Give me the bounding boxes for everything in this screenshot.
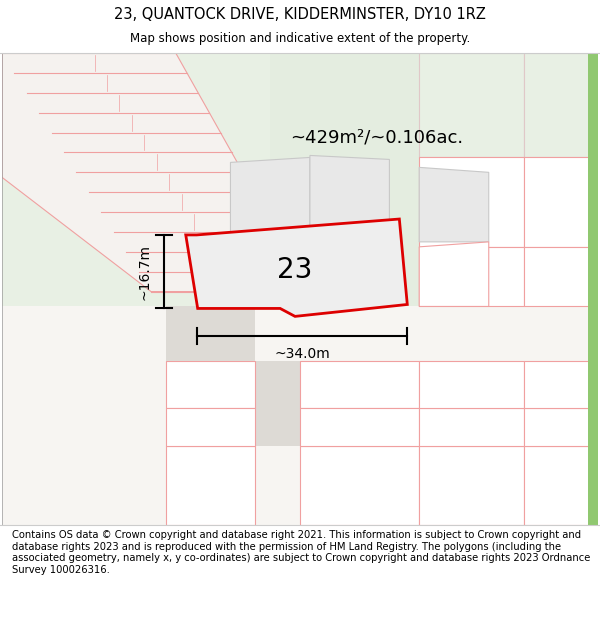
Polygon shape bbox=[524, 408, 598, 446]
Polygon shape bbox=[419, 242, 489, 306]
Text: Contains OS data © Crown copyright and database right 2021. This information is : Contains OS data © Crown copyright and d… bbox=[12, 530, 590, 575]
Polygon shape bbox=[419, 168, 489, 242]
Polygon shape bbox=[588, 53, 598, 525]
Polygon shape bbox=[270, 53, 598, 306]
Polygon shape bbox=[419, 361, 524, 408]
Polygon shape bbox=[524, 247, 598, 306]
Polygon shape bbox=[419, 158, 524, 247]
Polygon shape bbox=[300, 361, 419, 408]
Polygon shape bbox=[419, 247, 524, 306]
Polygon shape bbox=[524, 361, 598, 408]
Polygon shape bbox=[419, 53, 524, 158]
Polygon shape bbox=[166, 361, 255, 408]
Polygon shape bbox=[166, 361, 419, 408]
Text: Map shows position and indicative extent of the property.: Map shows position and indicative extent… bbox=[130, 32, 470, 45]
Polygon shape bbox=[166, 306, 255, 361]
Text: ~16.7m: ~16.7m bbox=[137, 244, 151, 299]
Polygon shape bbox=[524, 158, 598, 247]
Polygon shape bbox=[300, 408, 419, 446]
Polygon shape bbox=[300, 446, 419, 525]
Polygon shape bbox=[166, 446, 255, 525]
Polygon shape bbox=[310, 156, 389, 247]
Polygon shape bbox=[524, 446, 598, 525]
Text: ~429m²/~0.106ac.: ~429m²/~0.106ac. bbox=[290, 129, 463, 147]
Text: 23: 23 bbox=[277, 256, 313, 284]
Polygon shape bbox=[419, 408, 524, 446]
Polygon shape bbox=[186, 219, 407, 316]
Polygon shape bbox=[2, 306, 598, 525]
Polygon shape bbox=[255, 361, 300, 446]
Polygon shape bbox=[2, 53, 310, 291]
Polygon shape bbox=[166, 408, 255, 446]
Text: ~34.0m: ~34.0m bbox=[274, 347, 330, 361]
Polygon shape bbox=[230, 158, 310, 247]
Polygon shape bbox=[524, 53, 598, 158]
Text: 23, QUANTOCK DRIVE, KIDDERMINSTER, DY10 1RZ: 23, QUANTOCK DRIVE, KIDDERMINSTER, DY10 … bbox=[114, 8, 486, 22]
Polygon shape bbox=[419, 446, 524, 525]
Polygon shape bbox=[2, 53, 598, 306]
